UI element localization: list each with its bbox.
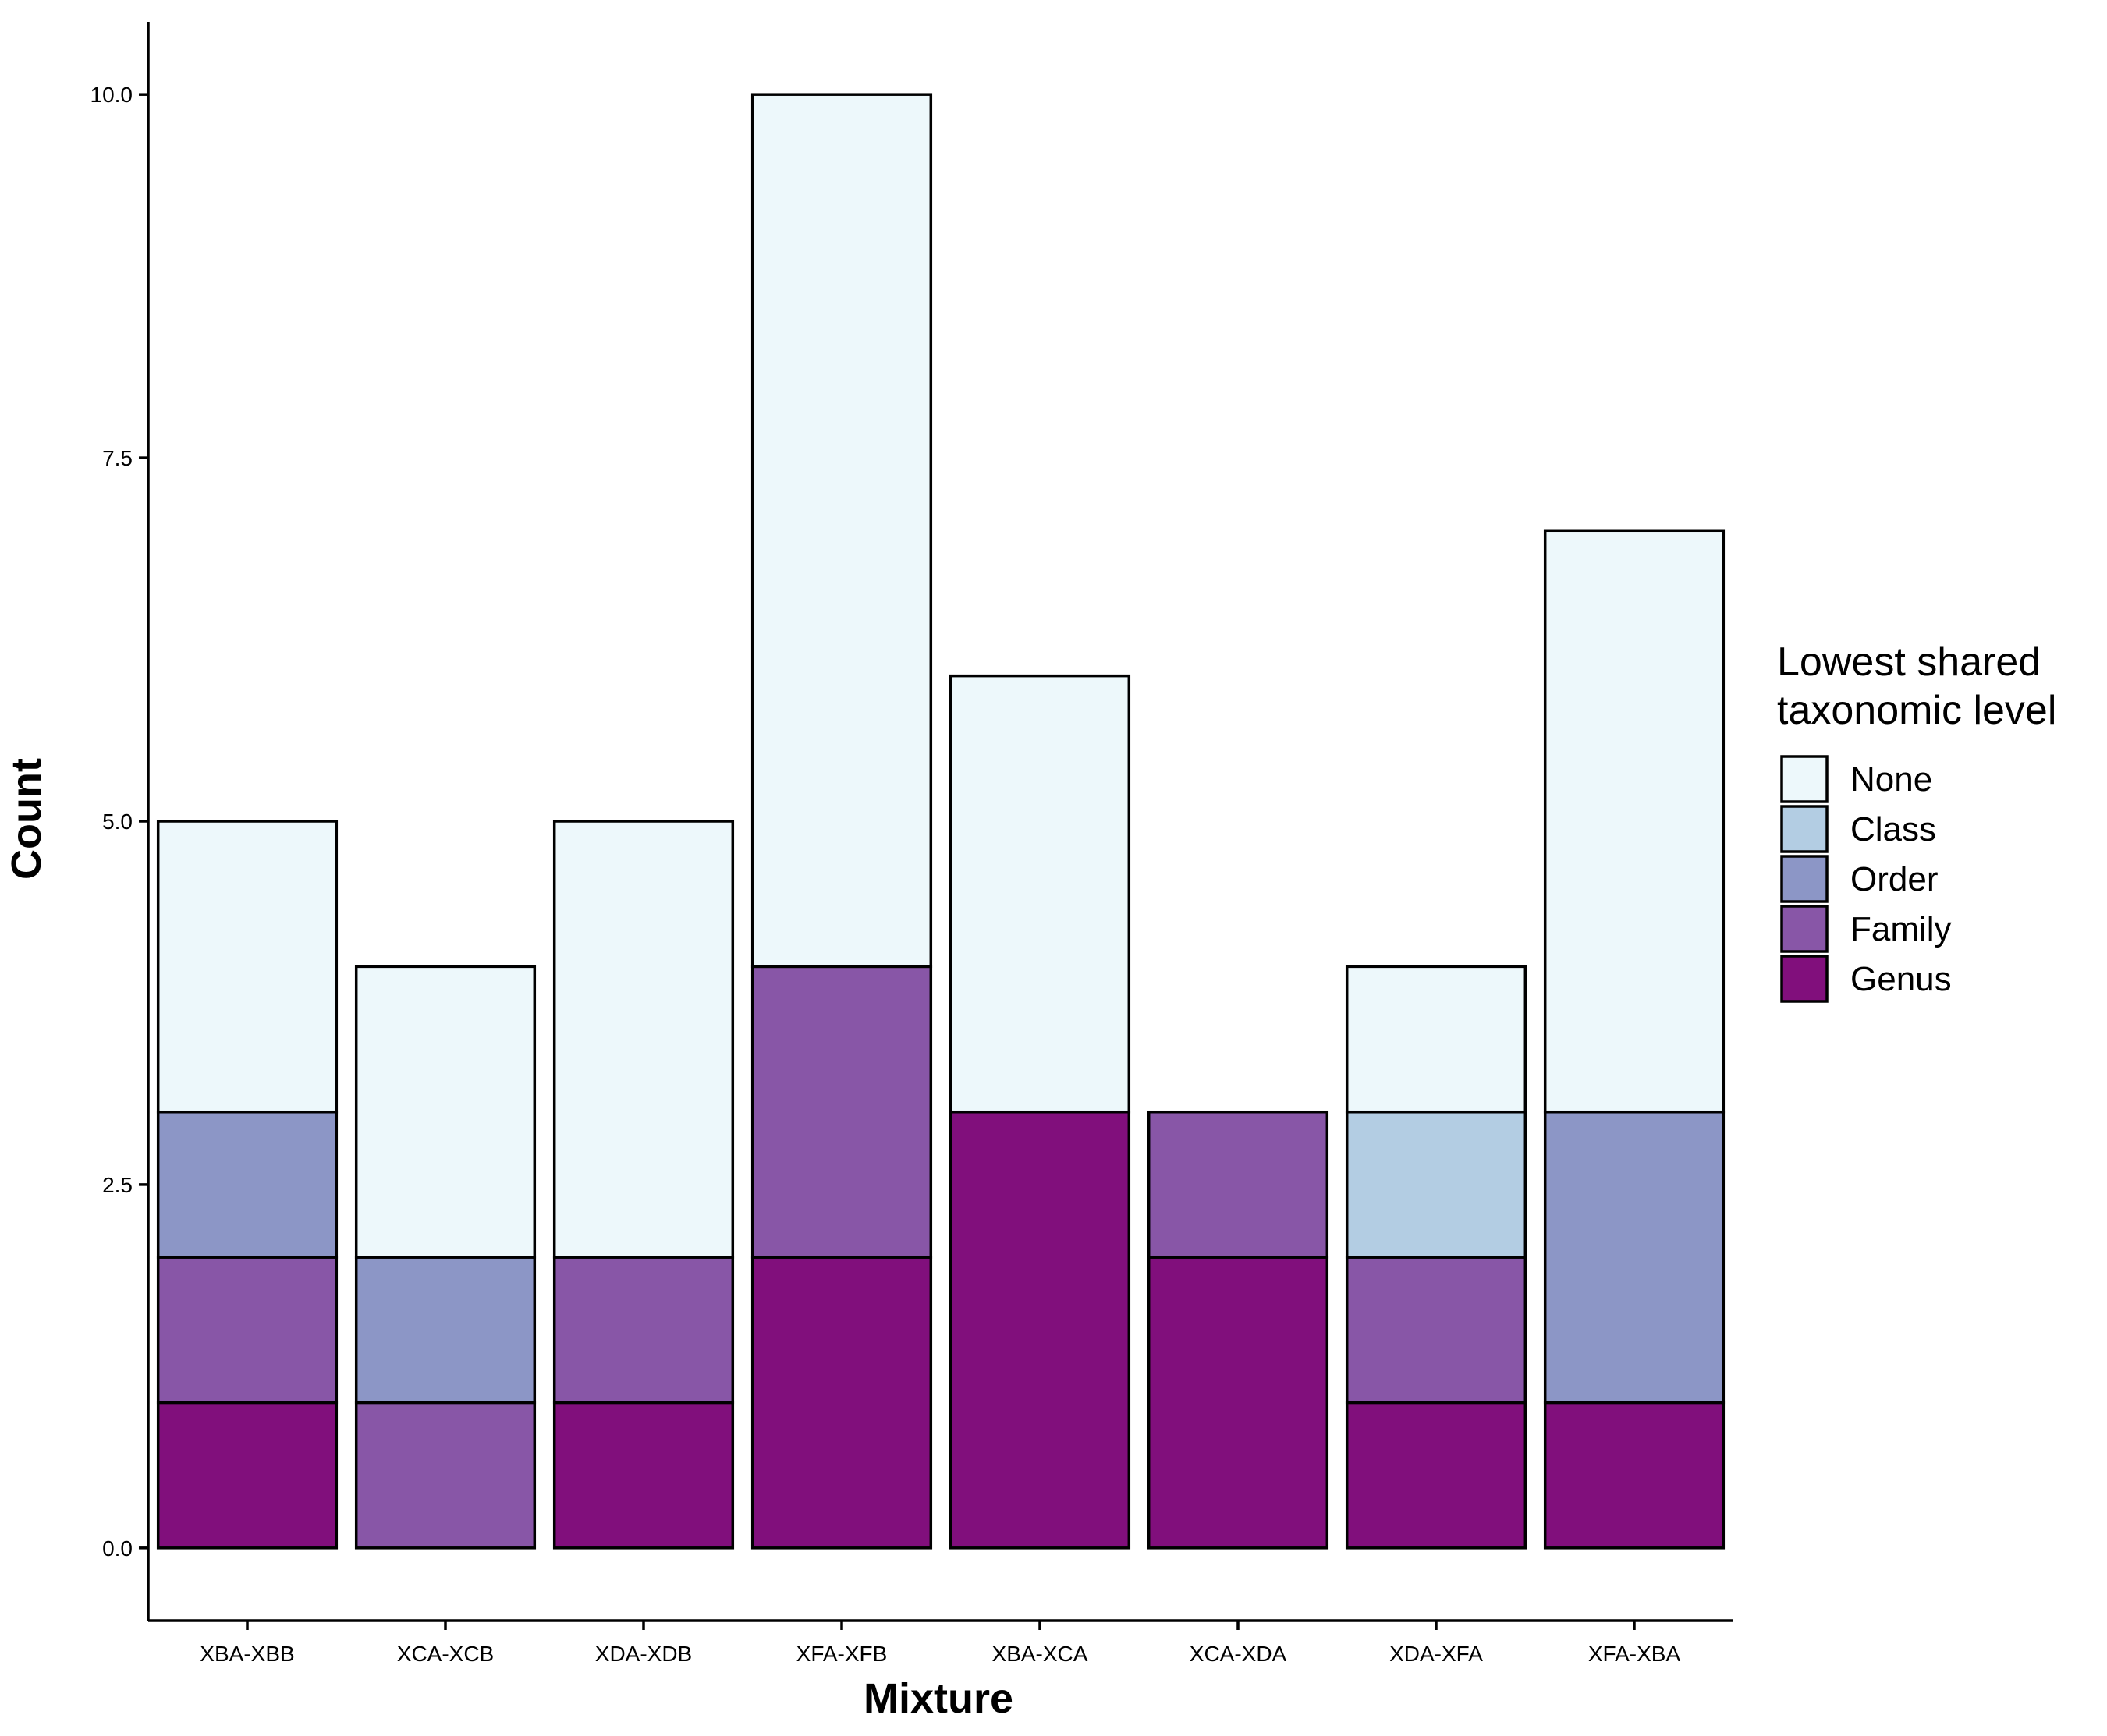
bar-xda-xdb-family — [552, 1256, 735, 1405]
x-tick-label: XFA-XFB — [796, 1642, 888, 1666]
legend-items: None Class Order Family Genus — [1780, 755, 1952, 1003]
legend-label-order: Order — [1850, 860, 1938, 898]
bar-xfa-xba-genus — [1543, 1401, 1726, 1550]
bar-xba-xbb-genus — [156, 1401, 339, 1550]
bar-xca-xda-family — [1147, 1110, 1329, 1259]
y-tick-label: 10.0 — [90, 83, 133, 107]
ticks-group: 0.0 2.5 5.0 7.5 10.0 XBA-XBB XCA-XCB XDA-XDB XFA… — [90, 83, 1681, 1666]
bar-xda-xfa-family — [1345, 1256, 1527, 1405]
x-tick-label: XCA-XDA — [1190, 1642, 1287, 1666]
bar-xda-xfa-genus — [1345, 1401, 1527, 1550]
y-tick-label: 5.0 — [102, 810, 133, 834]
bar-xca-xcb-order — [354, 1256, 537, 1405]
y-tick-label: 2.5 — [102, 1173, 133, 1197]
legend-label-genus: Genus — [1850, 960, 1952, 998]
legend-swatch-class — [1780, 805, 1829, 853]
bar-xda-xfa-class — [1345, 1110, 1527, 1259]
x-tick-label: XBA-XBB — [200, 1642, 294, 1666]
legend-label-none: None — [1850, 760, 1932, 799]
x-tick-label: XDA-XFA — [1389, 1642, 1483, 1666]
x-tick-label: XCA-XCB — [397, 1642, 494, 1666]
legend-title-line-1: Lowest shared — [1777, 639, 2041, 685]
legend-label-family: Family — [1850, 910, 1952, 948]
bar-xda-xdb-none — [552, 820, 735, 1259]
y-tick-label: 0.0 — [102, 1536, 133, 1561]
legend-title-line-2: taxonomic level — [1777, 688, 2056, 733]
legend-label-class: Class — [1850, 810, 1936, 849]
bar-xca-xcb-family — [354, 1401, 537, 1550]
bar-xfa-xba-order — [1543, 1110, 1726, 1405]
legend-swatch-family — [1780, 905, 1829, 953]
bar-xba-xbb-none — [156, 820, 339, 1114]
bars-group — [156, 93, 1726, 1550]
bar-xca-xda-genus — [1147, 1256, 1329, 1550]
bar-xba-xbb-family — [156, 1256, 339, 1405]
bar-xfa-xfb-family — [750, 965, 933, 1259]
y-tick-label: 7.5 — [102, 446, 133, 470]
x-axis-title: Mixture — [864, 1675, 1013, 1722]
bar-xda-xdb-genus — [552, 1401, 735, 1550]
bar-xba-xca-none — [949, 674, 1131, 1114]
legend-swatch-genus — [1780, 955, 1829, 1003]
legend: Lowest shared taxonomic level None Class O… — [1777, 639, 2056, 1003]
bar-xda-xfa-none — [1345, 965, 1527, 1114]
bar-xba-xca-genus — [949, 1110, 1131, 1550]
bar-xfa-xba-none — [1543, 529, 1726, 1114]
bar-xfa-xfb-genus — [750, 1256, 933, 1550]
x-tick-label: XFA-XBA — [1588, 1642, 1681, 1666]
bar-xfa-xfb-none — [750, 93, 933, 969]
legend-swatch-none — [1780, 755, 1829, 803]
y-axis-title: Count — [3, 758, 50, 880]
bar-xca-xcb-none — [354, 965, 537, 1259]
x-tick-label: XBA-XCA — [992, 1642, 1088, 1666]
bar-xba-xbb-order — [156, 1110, 339, 1259]
legend-swatch-order — [1780, 855, 1829, 903]
x-tick-label: XDA-XDB — [595, 1642, 692, 1666]
